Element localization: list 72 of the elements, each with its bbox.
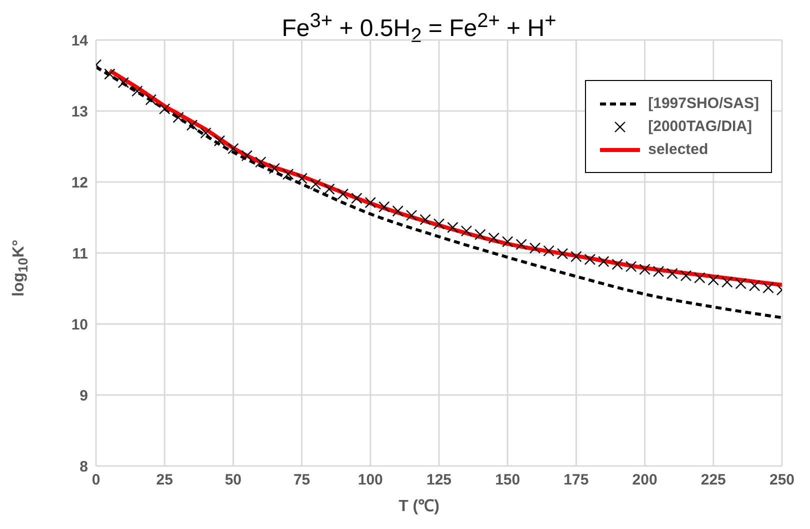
point xyxy=(474,228,486,240)
point xyxy=(255,156,266,168)
point xyxy=(529,242,541,254)
point xyxy=(392,206,404,217)
point xyxy=(118,77,130,88)
point xyxy=(666,268,678,280)
point xyxy=(502,236,514,248)
point xyxy=(228,143,239,154)
point xyxy=(598,256,610,268)
point xyxy=(214,135,226,146)
x-tick-label: 100 xyxy=(358,472,383,489)
point xyxy=(132,86,143,97)
x-tick-label: 175 xyxy=(564,472,589,489)
x-tick-label: 0 xyxy=(92,472,100,489)
point xyxy=(762,282,774,294)
point xyxy=(433,218,445,230)
chart-title: Fe$^{3+}$ + 0.5H$_{2}$ = Fe$^{2+}$ + H$^{+}$ xyxy=(282,10,556,47)
point xyxy=(241,150,253,162)
point xyxy=(694,272,706,284)
point xyxy=(364,196,376,208)
x-tick-label: 125 xyxy=(426,472,452,489)
point xyxy=(282,168,294,180)
x-tick-label: 75 xyxy=(293,472,310,489)
x-tick-label: 250 xyxy=(769,472,795,489)
point xyxy=(748,280,760,292)
y-tick-label: 13 xyxy=(71,103,88,120)
point xyxy=(310,178,322,190)
legend-label: selected xyxy=(648,141,708,158)
point xyxy=(268,162,280,174)
point xyxy=(145,94,156,106)
point xyxy=(324,184,335,195)
point xyxy=(516,238,527,250)
legend-label: [1997SHO/SAS] xyxy=(648,95,759,112)
point xyxy=(104,68,116,80)
point xyxy=(420,214,431,226)
y-tick-label: 10 xyxy=(71,316,88,334)
point xyxy=(351,192,362,204)
point xyxy=(447,222,458,234)
point xyxy=(584,254,596,265)
point xyxy=(406,210,418,221)
point xyxy=(570,250,582,262)
x-tick-label: 200 xyxy=(632,472,658,489)
point xyxy=(337,188,349,200)
y-tick-label: 9 xyxy=(80,387,88,404)
point xyxy=(296,172,308,184)
point xyxy=(172,112,184,123)
x-tick-label: 50 xyxy=(224,472,242,489)
y-tick-label: 14 xyxy=(71,32,89,50)
point xyxy=(625,260,637,272)
point xyxy=(722,276,733,288)
y-tick-label: 12 xyxy=(71,174,88,192)
x-tick-label: 225 xyxy=(700,472,726,489)
point xyxy=(460,225,472,237)
point xyxy=(378,201,390,212)
point xyxy=(612,258,623,270)
y-tick-label: 8 xyxy=(80,458,88,476)
point xyxy=(543,245,554,256)
y-tick-label: 11 xyxy=(72,245,88,262)
x-tick-label: 150 xyxy=(495,472,520,489)
point xyxy=(708,274,719,286)
point xyxy=(652,266,664,278)
point xyxy=(735,278,746,290)
point xyxy=(200,127,212,139)
x-tick-label: 25 xyxy=(156,472,173,489)
point xyxy=(186,120,198,131)
legend-label: [2000TAG/DIA] xyxy=(648,118,752,135)
point xyxy=(639,264,650,275)
point xyxy=(680,270,692,282)
point xyxy=(159,103,170,114)
x-axis-title: T (℃) xyxy=(398,497,440,516)
point xyxy=(556,248,568,260)
point xyxy=(488,232,500,244)
